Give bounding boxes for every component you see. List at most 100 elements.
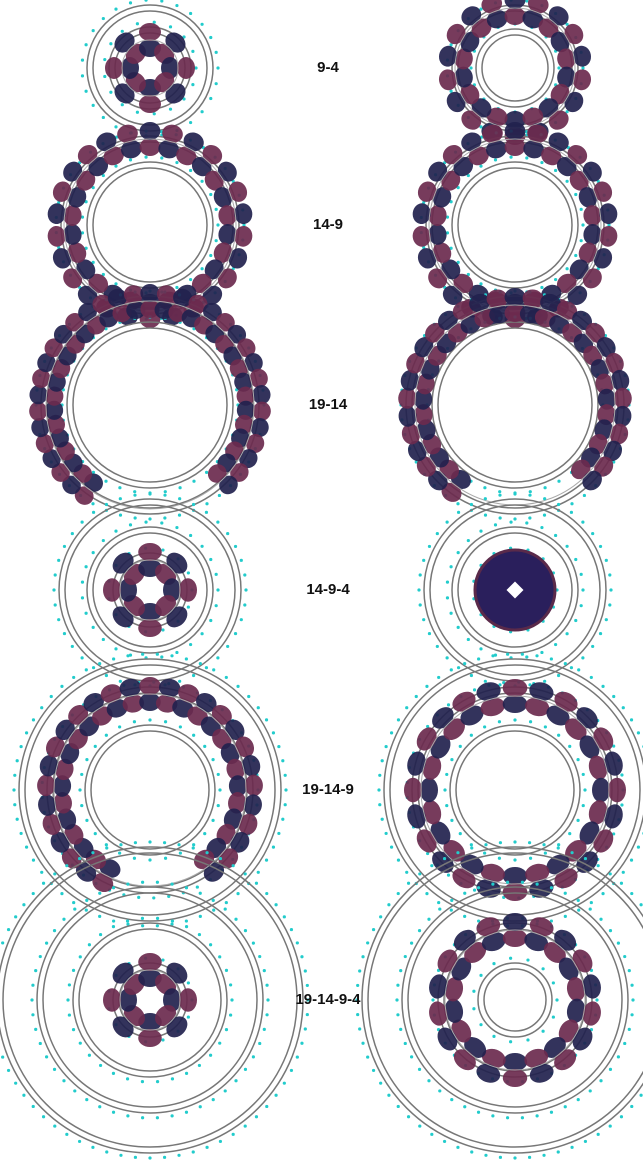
hydrogen [513, 858, 516, 861]
hydrogen [304, 969, 307, 972]
hydrogen [472, 990, 475, 993]
hydrogen [257, 871, 260, 874]
hydrogen [445, 804, 448, 807]
hydrogen [528, 494, 531, 497]
hydrogen [255, 1115, 258, 1118]
hydrogen [103, 75, 106, 78]
hydrogen [557, 480, 560, 483]
hydrogen [118, 851, 121, 854]
hydrogen [200, 267, 203, 270]
hydrogen [580, 239, 583, 242]
hydrogen [161, 628, 164, 631]
hydrogen [463, 892, 466, 895]
hydrogen [205, 511, 208, 514]
hydrogen [98, 662, 101, 665]
hydrogen [470, 846, 473, 849]
hydrogen [422, 618, 425, 621]
hydrogen [218, 494, 221, 497]
hydrogen [257, 706, 260, 709]
row-label: 14-9-4 [306, 581, 350, 598]
ring [73, 923, 227, 1077]
hydrogen [114, 125, 117, 128]
hydrogen [144, 0, 147, 2]
hydrogen [473, 889, 476, 892]
hydrogen [42, 882, 45, 885]
hydrogen [580, 573, 583, 576]
hydrogen [98, 892, 101, 895]
hydrogen [189, 643, 192, 646]
hydrogen [7, 1069, 10, 1072]
hydrogen [529, 720, 532, 723]
hydrogen [163, 841, 166, 844]
hydrogen [470, 843, 473, 846]
hydrogen [438, 1089, 441, 1092]
hydrogen [91, 502, 94, 505]
hydrogen [205, 502, 208, 505]
hydrogen [79, 1042, 82, 1045]
hydrogen [630, 1013, 633, 1016]
hydrogen [623, 955, 626, 958]
hydrogen [105, 843, 108, 846]
hydrogen [265, 892, 268, 895]
hydrogen [483, 851, 486, 854]
orbital-lobe [505, 122, 526, 140]
hydrogen [456, 1146, 459, 1149]
hydrogen [192, 843, 195, 846]
hydrogen [160, 156, 163, 159]
hydrogen [209, 254, 212, 257]
hydrogen [234, 545, 237, 548]
hydrogen [557, 843, 560, 846]
hydrogen [126, 1114, 129, 1117]
hydrogen [284, 774, 287, 777]
hydrogen [358, 1027, 361, 1030]
hydrogen [622, 706, 625, 709]
hydrogen [232, 864, 235, 867]
hydrogen [40, 706, 43, 709]
hydrogen [200, 545, 203, 548]
hydrogen [499, 1156, 502, 1159]
hydrogen [274, 1094, 277, 1097]
hydrogen [126, 882, 129, 885]
hydrogen [114, 530, 117, 533]
hydrogen [1, 941, 4, 944]
hydrogen [543, 497, 546, 500]
hydrogen [405, 871, 408, 874]
hydrogen [385, 832, 388, 835]
hydrogen [196, 885, 199, 888]
ring [476, 29, 554, 107]
hydrogen [459, 745, 462, 748]
hydrogen [192, 1150, 195, 1153]
hydrogen [156, 924, 159, 927]
hydrogen [540, 286, 543, 289]
hydrogen [114, 647, 117, 650]
hydrogen [622, 871, 625, 874]
hydrogen [192, 674, 195, 677]
hydrogen [557, 674, 560, 677]
hydrogen [528, 841, 531, 844]
hydrogen [525, 156, 528, 159]
hydrogen [589, 907, 592, 910]
hydrogen [148, 517, 151, 520]
hydrogen [570, 502, 573, 505]
orbital-lobe [503, 695, 528, 713]
hydrogen [78, 857, 81, 860]
hydrogen [564, 1105, 567, 1108]
hydrogen [255, 882, 258, 885]
hydrogen [20, 745, 23, 748]
orbital-lobe [503, 679, 528, 697]
hydrogen [134, 841, 137, 844]
hydrogen [467, 539, 470, 542]
hydrogen [443, 1140, 446, 1143]
hydrogen [164, 490, 167, 493]
hydrogen [498, 857, 501, 860]
hydrogen [199, 662, 202, 665]
hydrogen [217, 773, 220, 776]
hydrogen [540, 526, 543, 529]
hydrogen [236, 892, 239, 895]
hydrogen [212, 1098, 215, 1101]
hydrogen [57, 618, 60, 621]
ring [438, 328, 592, 482]
hydrogen [229, 983, 232, 986]
hydrogen [397, 718, 400, 721]
hydrogen [574, 619, 577, 622]
